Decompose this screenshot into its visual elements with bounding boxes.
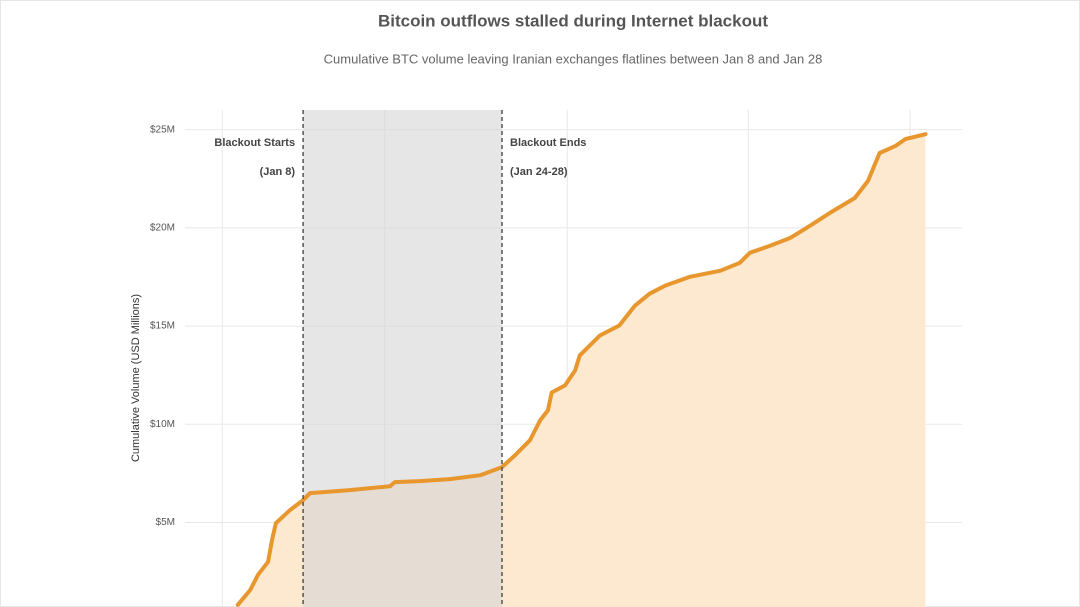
annotation: Blackout Starts — [214, 137, 295, 149]
annotation: Blackout Ends — [510, 137, 586, 149]
y-tick-label: $10M — [150, 419, 175, 430]
y-tick-label: $5M — [156, 517, 175, 528]
y-tick-label: $20M — [150, 223, 175, 234]
chart-title: Bitcoin outflows stalled during Internet… — [378, 11, 768, 30]
annotation: (Jan 8) — [260, 166, 296, 178]
y-tick-label: $25M — [150, 124, 175, 135]
annotation: (Jan 24-28) — [510, 166, 568, 178]
blackout-band — [303, 110, 503, 607]
chart-subtitle: Cumulative BTC volume leaving Iranian ex… — [324, 51, 823, 66]
line — [235, 132, 928, 607]
y-axis-label: Cumulative Volume (USD Millions) — [130, 294, 142, 462]
y-tick-label: $15M — [150, 321, 175, 332]
